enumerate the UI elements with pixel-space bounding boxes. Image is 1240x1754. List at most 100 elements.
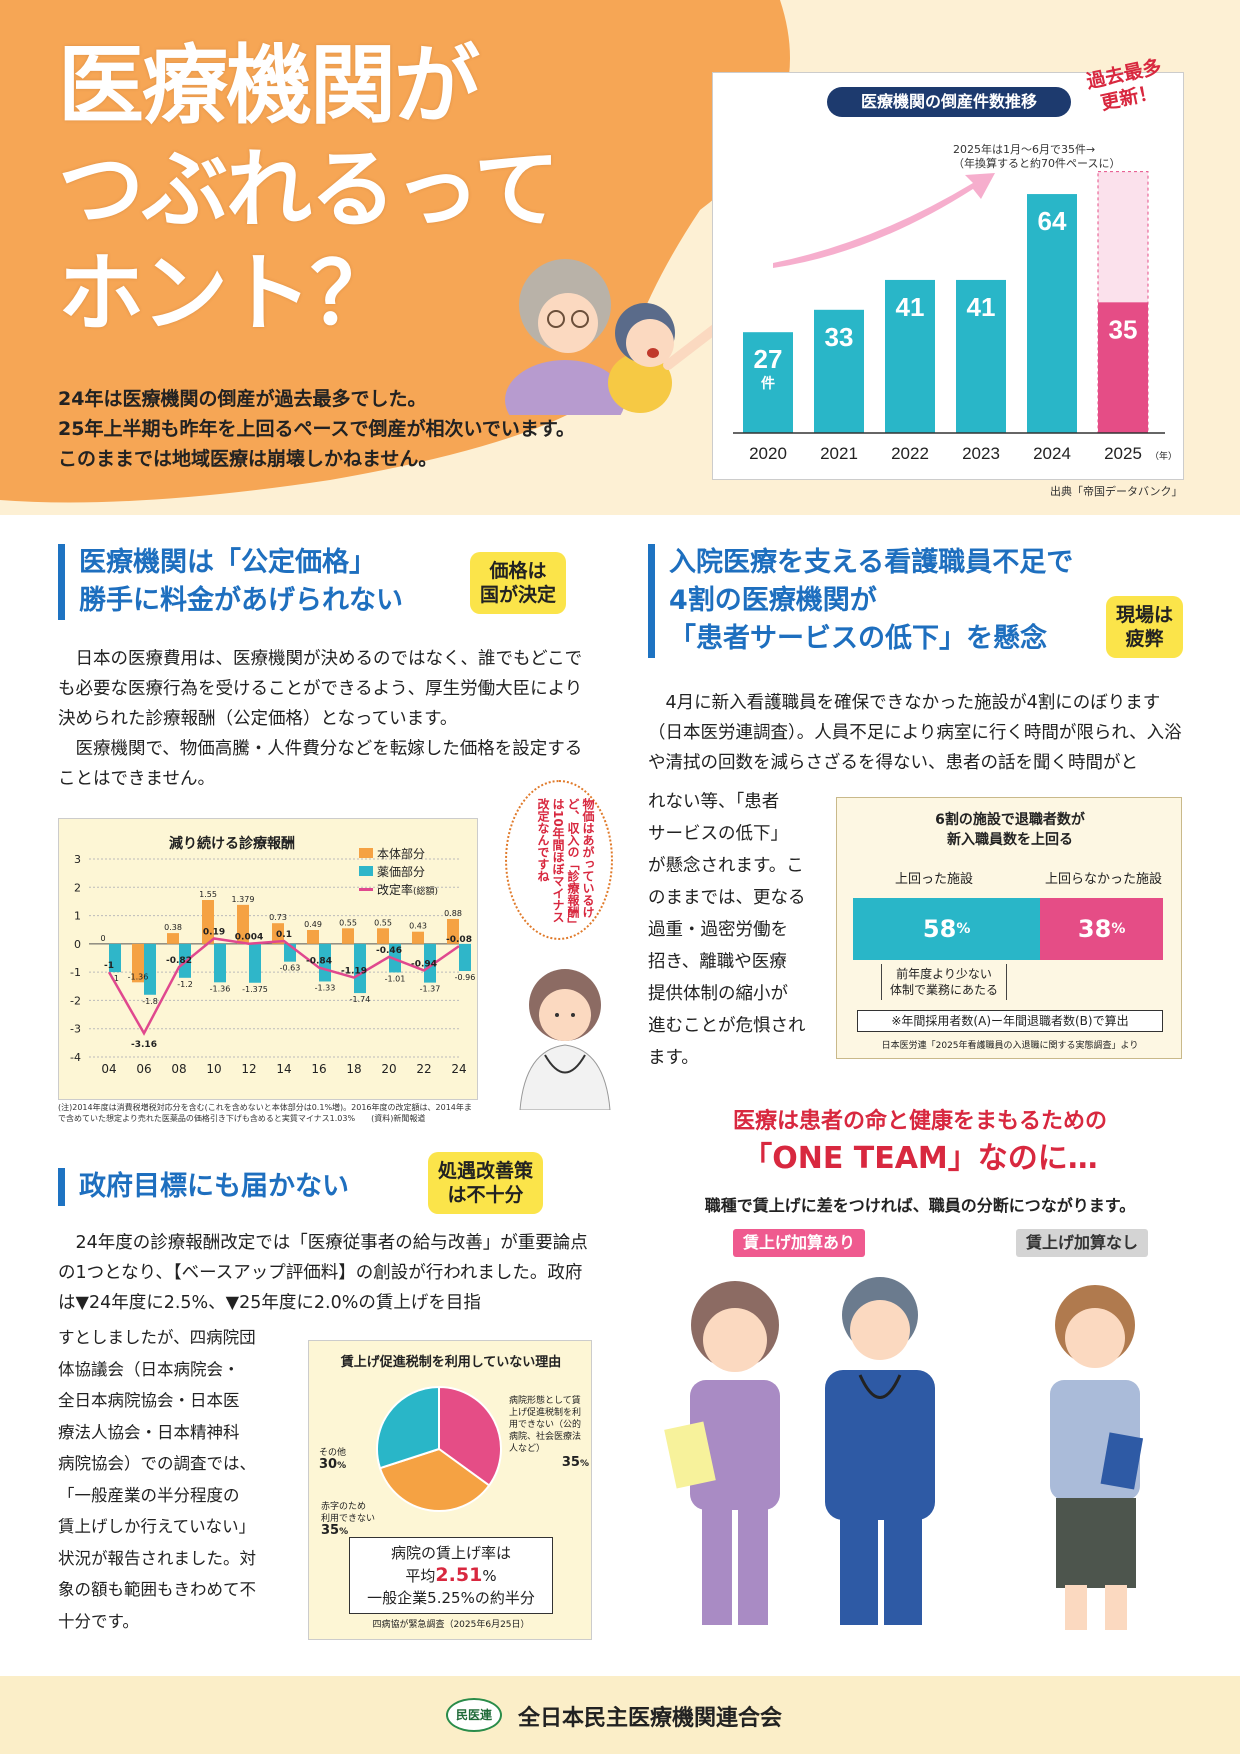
fee-drug-label: -1.01 xyxy=(385,974,406,983)
year-label-2023: 2023 xyxy=(962,444,1000,463)
sec1-body: 日本の医療費用は、医療機関が決めるのではなく、誰でもどこでも必要な医療行為を受け… xyxy=(58,644,590,794)
fee-main-label: 0.43 xyxy=(409,922,427,931)
fee-drug-bar xyxy=(459,943,471,972)
sec3-heading-text: 政府目標にも届かない xyxy=(79,1171,349,1202)
fee-x-tick: 22 xyxy=(416,1062,431,1076)
fee-main-label: -1.36 xyxy=(128,972,149,981)
result-line-1: 病院の賃上げ率は xyxy=(390,1544,511,1562)
fee-x-tick: 24 xyxy=(451,1062,466,1076)
sec2-body-narrow: れない等、「患者 サービスの低下」 が懸念されます。こ のままでは、更なる 過重… xyxy=(648,786,826,1074)
fee-drug-label: -1.375 xyxy=(242,985,268,994)
sec2-narrow-line: ます。 xyxy=(648,1048,699,1068)
year-suffix: （年） xyxy=(1150,450,1177,462)
fee-drug-label: -1.74 xyxy=(350,995,371,1004)
sec2-narrow-line: のままでは、更なる xyxy=(648,888,806,908)
fee-total-label: -0.94 xyxy=(411,959,437,969)
fee-main-bar xyxy=(307,929,319,944)
fee-y-tick: -3 xyxy=(70,1023,81,1036)
sec3-narrow-line: 療法人協会・日本精神科 xyxy=(58,1422,240,1442)
fee-total-label: -1.19 xyxy=(341,967,367,977)
sec2-narrow-line: サービスの低下」 xyxy=(648,824,788,844)
speech-text: 物価はあがっているけど、収入の「診療報酬」は10年間ほぼマイナス改定なんですね xyxy=(536,798,595,924)
fee-drug-label: -1.37 xyxy=(420,985,441,994)
year-label-2024: 2024 xyxy=(1033,444,1071,463)
pie-source: 四病協が緊急調査（2025年6月25日） xyxy=(372,1620,530,1630)
pie-label-a-text: 病院形態として賃上げ促進税制を利用できない（公的病院、社会医療法人など） xyxy=(509,1396,582,1454)
speech-bubble: 物価はあがっているけど、収入の「診療報酬」は10年間ほぼマイナス改定なんですね xyxy=(505,780,613,940)
year-label-2022: 2022 xyxy=(891,444,929,463)
pie-label-a: 病院形態として賃上げ促進税制を利用できない（公的病院、社会医療法人など） 35% xyxy=(509,1396,589,1470)
sec3-narrow-line: 賃上げしか行えていない」 xyxy=(58,1517,256,1536)
fee-main-bar xyxy=(342,928,354,944)
lead-line-1: 24年は医療機関の倒産が過去最多でした。 xyxy=(58,388,427,410)
sec3-narrow-line: 象の額も範囲もきわめて不 xyxy=(58,1580,256,1599)
sec3-tag-line-1: 処遇改善策 xyxy=(438,1160,534,1182)
fee-y-tick: -4 xyxy=(70,1051,81,1064)
fee-x-tick: 06 xyxy=(136,1062,151,1076)
sec3-narrow-line: 十分です。 xyxy=(58,1611,139,1631)
lead-line-2: 25年上半期も昨年を上回るペースで倒産が相次いでいます。 xyxy=(58,418,576,440)
fee-main-label: 0 xyxy=(100,934,105,943)
bankruptcy-bar-2022 xyxy=(885,279,935,433)
legend-main: 本体部分 xyxy=(359,845,438,863)
fee-drug-label: -1.2 xyxy=(177,980,193,989)
bar-value-2020: 27 xyxy=(754,344,783,374)
fee-drug-bar xyxy=(354,943,366,994)
one-team-line-1: 医療は患者の命と健康をまもるための xyxy=(732,1109,1107,1134)
fee-main-label: 1.55 xyxy=(199,890,217,899)
wage-result-box: 病院の賃上げ率は 平均2.51% 一般企業5.25%の約半分 xyxy=(349,1537,553,1614)
pie-label-b-line-2: 利用できない xyxy=(321,1514,376,1524)
nurse-figure xyxy=(664,1281,780,1625)
lead-line-3: このままでは地域医療は崩壊しかねません。 xyxy=(58,448,438,470)
fee-x-tick: 10 xyxy=(206,1062,221,1076)
fee-drug-bar xyxy=(249,943,261,983)
sec2-narrow-line: 進むことが危惧され xyxy=(648,1016,806,1036)
fee-drug-label: -0.96 xyxy=(455,973,476,982)
sec3-body-full: 24年度の診療報酬改定では「医療従事者の給与改善」が重要論点の1つとなり、【ベー… xyxy=(58,1228,594,1318)
fee-main-label: 1.379 xyxy=(232,895,255,904)
grandmother-and-boy-illustration xyxy=(505,259,725,415)
bankruptcy-bar-2023 xyxy=(956,279,1006,433)
chart-note: 2025年は1月〜6月で35件→ （年換算すると約70件ペースに） xyxy=(953,143,1120,171)
fee-drug-bar xyxy=(109,943,121,973)
fee-drug-bar xyxy=(319,943,331,982)
fee-total-label: -0.46 xyxy=(376,946,402,956)
fee-drug-bar xyxy=(144,943,156,995)
sec3-narrow-line: 体協議会（日本病院会・ xyxy=(58,1359,240,1379)
sec2-narrow-line: が懸念されます。こ xyxy=(648,856,804,876)
sec3-tag: 処遇改善策 は不十分 xyxy=(428,1152,544,1214)
sec1-para-1: 日本の医療費用は、医療機関が決めるのではなく、誰でもどこでも必要な医療行為を受け… xyxy=(58,649,583,729)
footer-org-name: 全日本民主医療機関連合会 xyxy=(518,1706,783,1731)
sec1-heading: 医療機関は「公定価格」 勝手に料金があげられない xyxy=(58,544,403,620)
fee-x-tick: 16 xyxy=(311,1062,326,1076)
fee-total-label: -3.16 xyxy=(131,1040,157,1050)
sec2-narrow-line: れない等、「患者 xyxy=(648,792,780,812)
sec2-heading: 入院医療を支える看護職員不足で 4割の医療機関が 「患者サービスの低下」を懸念 xyxy=(648,544,1073,658)
label-over: 上回った施設 xyxy=(895,872,974,887)
staff-illustration xyxy=(664,1277,1144,1630)
bar-value-2022: 41 xyxy=(896,292,925,322)
fee-main-bar xyxy=(237,904,249,944)
sec3-tag-line-2: は不十分 xyxy=(447,1184,524,1206)
fee-main-label: 0.49 xyxy=(304,920,322,929)
bar-unit-label: 件 xyxy=(761,375,775,392)
bankruptcy-bar-2021 xyxy=(814,309,864,433)
trend-arrow xyxy=(773,173,995,268)
sec1-heading-line-2: 勝手に料金があげられない xyxy=(79,585,403,616)
sec3-para: 24年度の診療報酬改定では「医療従事者の給与改善」が重要論点の1つとなり、【ベー… xyxy=(58,1233,588,1313)
one-team-line-2: 「ONE TEAM」なのに… xyxy=(742,1141,1098,1176)
legend-drug: 薬価部分 xyxy=(359,863,438,881)
year-label-2025: 2025 xyxy=(1104,444,1142,463)
fee-total-label: 0.19 xyxy=(203,927,225,937)
one-team-heading: 医療は患者の命と健康をまもるための 「ONE TEAM」なのに… xyxy=(640,1106,1200,1180)
doctor-figure xyxy=(825,1277,935,1625)
nurse-title-line-1: 6割の施設で退職者数が xyxy=(935,812,1085,828)
year-label-2021: 2021 xyxy=(820,444,858,463)
fee-x-tick: 04 xyxy=(101,1062,116,1076)
bankruptcy-chart: 医療機関の倒産件数推移 2025年は1月〜6月で35件→ （年換算すると約70件… xyxy=(712,72,1184,480)
pie-label-c: その他 30% xyxy=(319,1448,347,1472)
fee-main-label: 0.73 xyxy=(269,913,287,922)
nurse-brace-note: 前年度より少ない 体制で業務にあたる xyxy=(881,964,1008,1000)
fee-y-tick: 3 xyxy=(74,853,81,866)
sec2-narrow-line: 招き、離職や医療 xyxy=(648,952,787,972)
